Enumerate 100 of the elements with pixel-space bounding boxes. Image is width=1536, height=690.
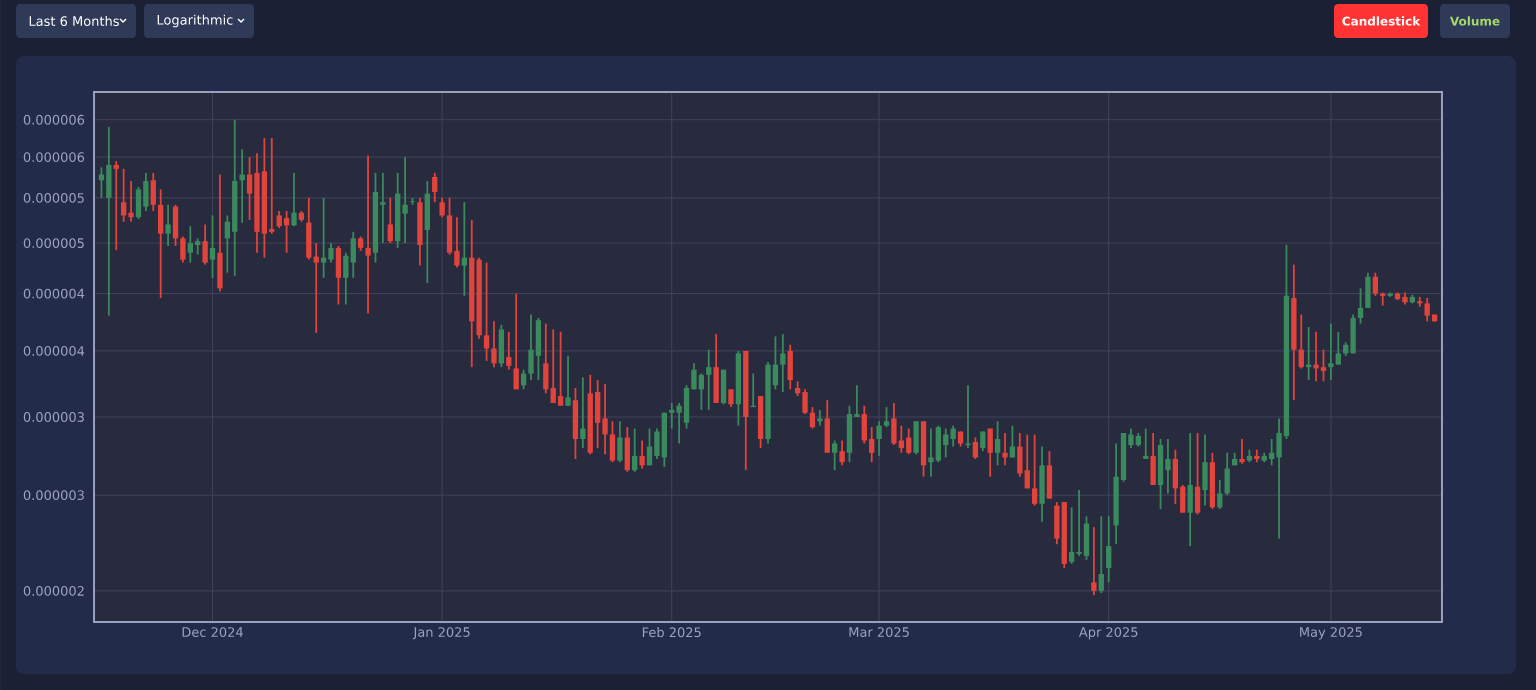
candlestick	[439, 197, 445, 219]
candlestick	[1202, 433, 1208, 507]
candlestick	[350, 230, 356, 279]
candlestick	[632, 427, 638, 473]
candlestick	[713, 333, 719, 404]
candlestick	[417, 197, 423, 267]
candlestick	[1150, 432, 1156, 486]
candlestick	[1031, 433, 1038, 507]
candlestick	[113, 160, 119, 251]
candlestick	[506, 330, 512, 371]
candlestick	[491, 320, 497, 369]
candlestick	[335, 245, 342, 306]
candlestick	[817, 409, 823, 427]
candlestick	[320, 197, 327, 279]
candlestick	[306, 197, 312, 261]
candlestick	[483, 261, 490, 362]
candlestick	[809, 406, 816, 430]
candlestick	[1002, 432, 1008, 467]
candlestick	[1194, 432, 1201, 516]
candlestick	[395, 172, 401, 249]
candlestick	[972, 436, 979, 460]
candlestick	[891, 402, 897, 446]
candlestick	[1328, 322, 1334, 381]
candlestick	[150, 172, 156, 212]
candlestick	[528, 313, 534, 381]
candlestick	[839, 439, 845, 467]
candlestick	[595, 379, 601, 450]
candlestick	[876, 420, 882, 457]
candlestick	[846, 404, 853, 464]
candlestick	[291, 172, 297, 228]
candlestick	[661, 411, 667, 468]
candlestick	[135, 185, 142, 220]
candlestick	[1424, 297, 1430, 323]
candlestick	[557, 330, 564, 407]
candlestick	[624, 426, 630, 473]
candlestick	[550, 328, 556, 404]
candlestick	[535, 316, 542, 381]
candlestick	[1165, 438, 1171, 495]
candlestick	[646, 427, 653, 467]
candlestick	[120, 167, 127, 223]
candlestick	[387, 197, 393, 244]
candlestick	[1083, 515, 1090, 561]
candlestick	[757, 395, 764, 450]
candlestick	[883, 406, 890, 429]
candlestick	[365, 154, 371, 315]
candlestick	[1172, 448, 1179, 505]
candlestick	[1098, 515, 1104, 594]
candlestick	[898, 424, 904, 454]
candlestick	[787, 343, 793, 391]
candlestick	[1187, 432, 1193, 548]
candlestick	[1069, 506, 1075, 565]
candlestick	[1350, 313, 1356, 355]
candlestick	[543, 322, 549, 395]
candlestick	[402, 156, 408, 244]
candlestick	[165, 203, 171, 247]
candlestick	[824, 399, 830, 454]
candlestick	[1076, 489, 1082, 557]
candlestick	[1217, 479, 1223, 511]
candlestick	[1320, 348, 1327, 383]
candlestick	[180, 235, 186, 264]
candlestick	[172, 203, 179, 247]
candlestick	[602, 383, 608, 456]
candlestick	[143, 172, 149, 212]
candlestick	[928, 427, 934, 478]
candlestick	[283, 210, 290, 254]
candlestick	[913, 420, 919, 456]
candlestick	[639, 439, 645, 470]
candlestick	[1091, 526, 1097, 597]
candlestick	[1372, 271, 1378, 297]
candlestick	[195, 237, 201, 256]
candlestick	[1224, 451, 1230, 497]
candlestick	[832, 439, 838, 472]
candlestick	[698, 372, 705, 411]
candlestick	[617, 420, 623, 464]
candlestick	[1209, 451, 1216, 511]
candlestick	[1313, 330, 1319, 383]
candlestick	[1335, 330, 1341, 366]
candlestick	[572, 387, 579, 460]
candlestick	[1239, 438, 1245, 465]
candlestick	[106, 126, 112, 317]
candlestick	[461, 201, 468, 297]
candlestick	[669, 402, 675, 430]
candlestick	[1039, 445, 1045, 523]
candlestick	[498, 323, 505, 369]
candlestick	[802, 388, 808, 416]
candlestick	[706, 348, 712, 411]
candlestick	[1024, 433, 1030, 490]
candlestick	[920, 420, 927, 478]
candlestick	[513, 292, 519, 391]
candlestick	[565, 354, 571, 407]
candlestick	[1268, 438, 1275, 467]
candlestick	[609, 420, 616, 464]
candlestick	[987, 427, 993, 478]
candlestick	[209, 214, 216, 279]
candlestick	[935, 424, 942, 464]
candlestick	[424, 180, 430, 284]
candlestick	[580, 376, 586, 450]
candlestick	[1046, 450, 1053, 500]
candlestick	[454, 216, 460, 269]
candlestick	[269, 137, 275, 235]
